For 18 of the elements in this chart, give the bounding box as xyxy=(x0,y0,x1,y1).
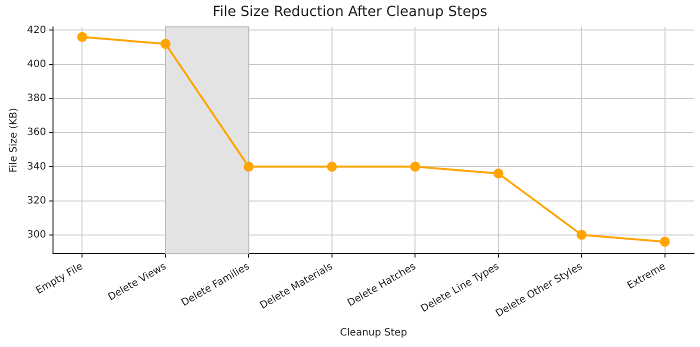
y-tick-label: 320 xyxy=(26,195,46,206)
point xyxy=(576,230,587,240)
point xyxy=(493,168,504,178)
point xyxy=(160,38,170,49)
point xyxy=(77,32,88,42)
y-tick-label: 400 xyxy=(26,58,46,70)
y-tick-label: 300 xyxy=(26,229,46,240)
x-axis-title: Cleanup Step xyxy=(340,328,408,339)
y-tick-label: 380 xyxy=(26,93,46,104)
y-tick-label: 360 xyxy=(26,127,46,138)
point xyxy=(326,162,337,172)
y-tick-label: 340 xyxy=(26,161,46,172)
point xyxy=(660,236,670,247)
point xyxy=(410,162,420,172)
point xyxy=(244,162,254,172)
chart-title: File Size Reduction After Cleanup Steps xyxy=(212,4,488,20)
y-axis-title: File Size (KB) xyxy=(8,108,20,173)
y-tick-label: 420 xyxy=(26,24,46,36)
